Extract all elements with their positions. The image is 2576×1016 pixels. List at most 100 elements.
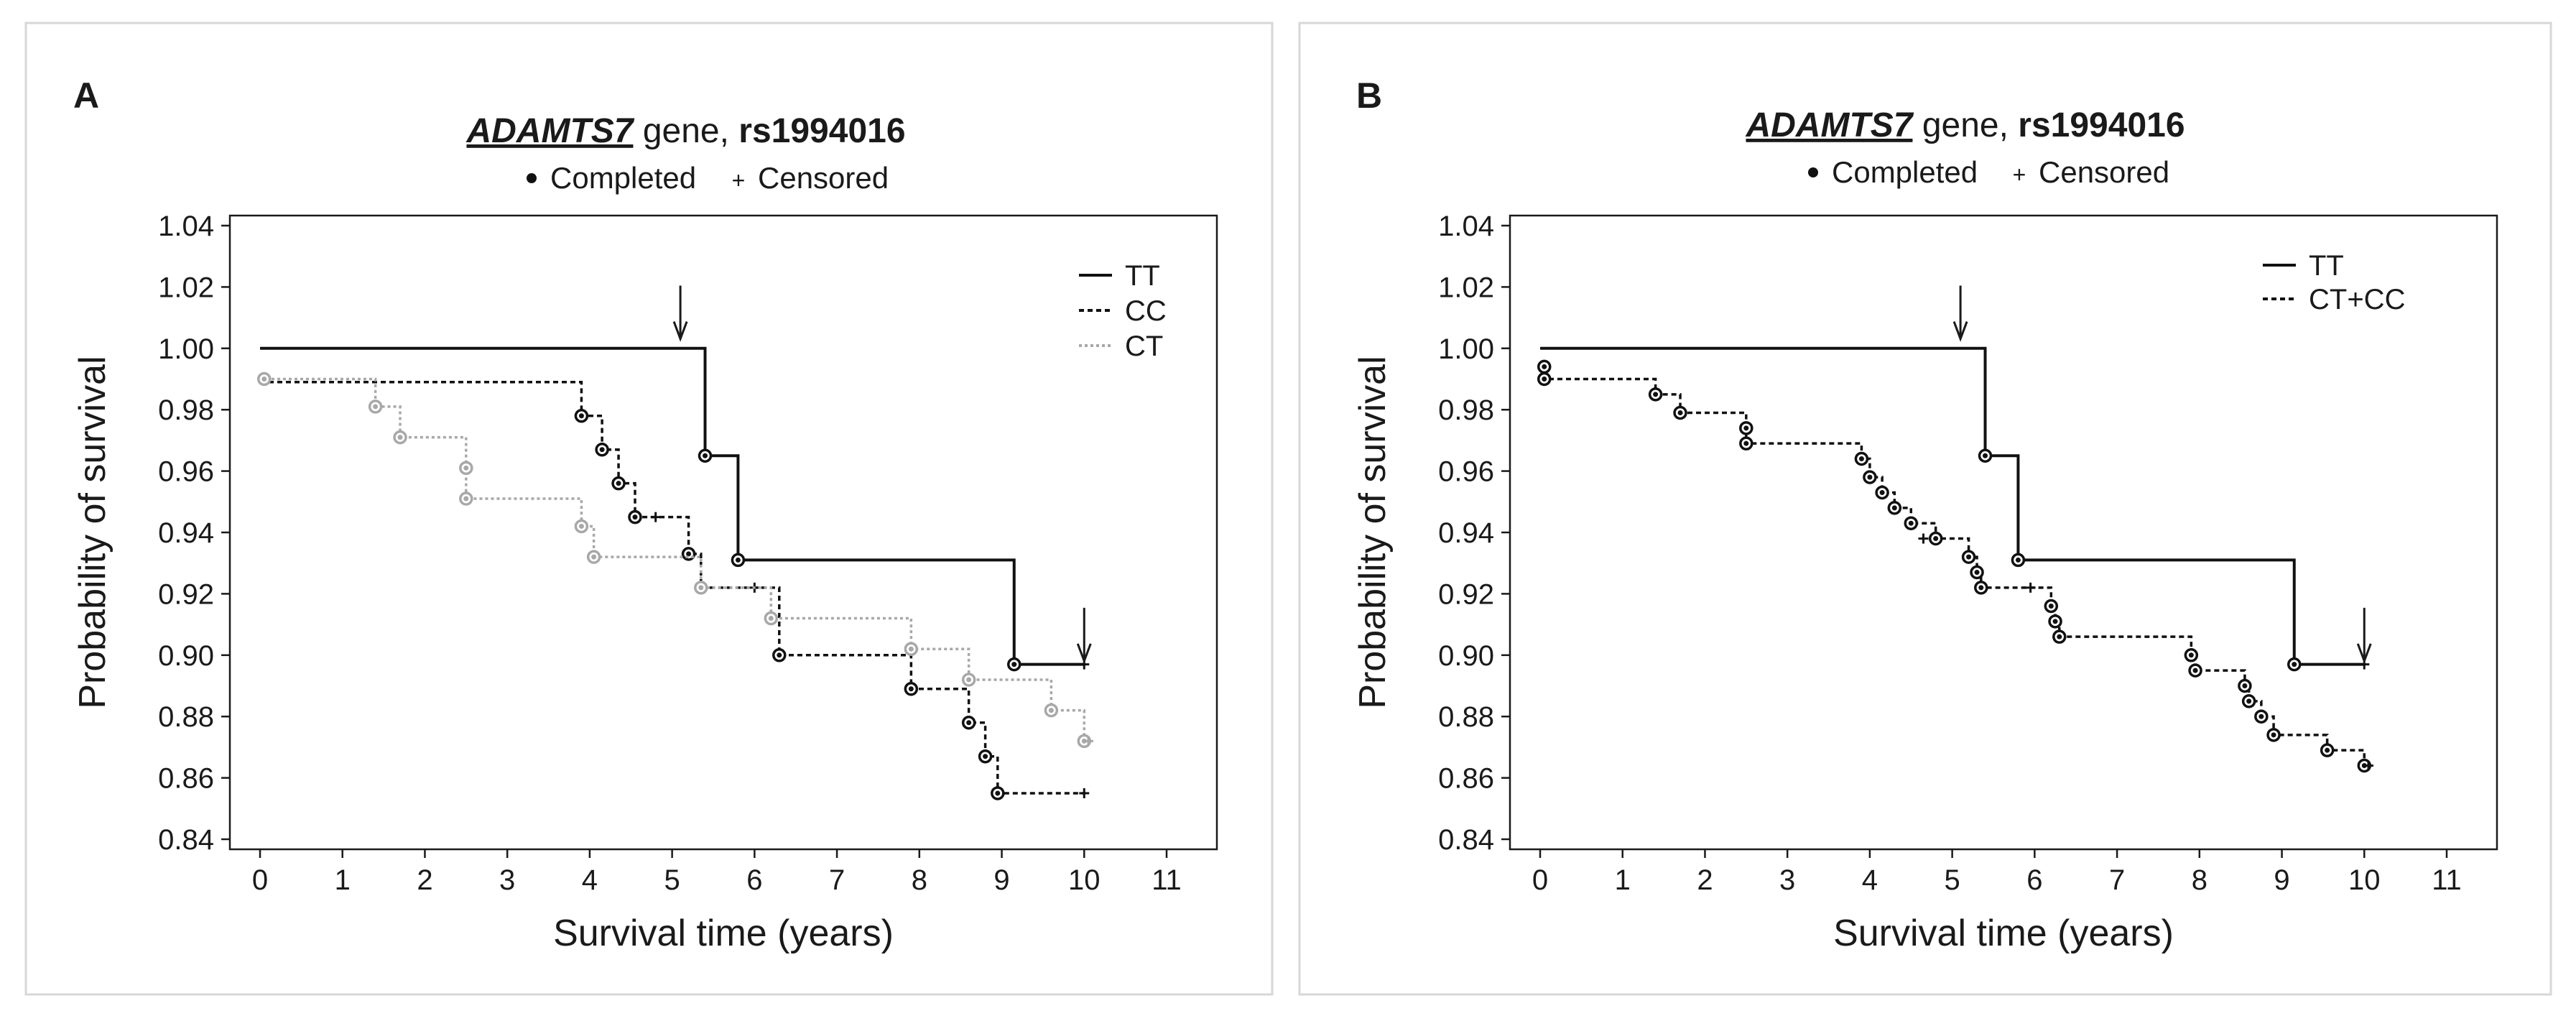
panel-a-legend-tt-label: TT xyxy=(1125,260,1160,292)
panel-b-censored-legend-label: Censored xyxy=(2039,155,2169,189)
y-tick-label: 1.02 xyxy=(1438,272,1494,303)
y-tick-label: 0.98 xyxy=(158,394,214,426)
x-tick-label: 0 xyxy=(252,864,268,896)
completed-marker-dot-cc xyxy=(599,447,605,453)
x-tick-label: 9 xyxy=(993,864,1009,896)
completed-marker-dot-ct xyxy=(768,616,774,622)
completed-marker-dot-ct-cc xyxy=(2246,698,2252,704)
completed-marker-dot-ct-cc xyxy=(1867,474,1873,480)
completed-marker-dot-ct-cc xyxy=(1891,505,1897,511)
arrow-annotation xyxy=(2356,607,2372,665)
panel-a-x-axis-label: Survival time (years) xyxy=(553,913,894,954)
completed-marker-dot-ct xyxy=(1048,708,1054,713)
completed-marker-dot-cc xyxy=(632,514,638,520)
panel-a-axes: 0 1 2 3 4 5 6 7 8 9 10 11 0.84 0.86 0.88 0.90 0.92 0.94 0.… xyxy=(158,211,1182,896)
x-tick-label: 4 xyxy=(582,864,598,896)
completed-marker-dot-ct-cc xyxy=(1653,392,1659,397)
completed-marker-dot-ct-cc xyxy=(1933,536,1939,542)
panel-a-title: ADAMTS7 gene, rs1994016 xyxy=(465,112,905,150)
completed-marker-dot-ct xyxy=(373,404,379,410)
y-tick-label: 0.88 xyxy=(158,701,214,733)
y-tick-label: 1.00 xyxy=(158,333,214,365)
panel-b: B ADAMTS7 gene, rs1994016 Completed + Ce… xyxy=(1298,22,2552,996)
completed-marker-dot-cc xyxy=(686,551,692,557)
completed-marker-dot-tt xyxy=(735,557,741,563)
panel-b-frame xyxy=(1298,22,2552,996)
completed-marker-dot-ct-cc xyxy=(1743,440,1749,446)
panel-a-marker-legend: Completed + Censored xyxy=(527,161,889,195)
panel-a-label: A xyxy=(73,75,99,116)
panel-b-marker-legend: Completed + Censored xyxy=(1808,155,2169,189)
completed-marker-dot-cc xyxy=(777,652,782,658)
completed-marker-dot-cc xyxy=(966,720,972,726)
y-tick-label: 0.92 xyxy=(158,578,214,610)
y-tick-label: 0.88 xyxy=(1438,701,1494,733)
panel-a-completed-legend-label: Completed xyxy=(550,161,696,195)
completed-marker-dot-ct-cc xyxy=(1542,364,1547,369)
y-tick-label: 0.98 xyxy=(1438,394,1494,426)
panel-a-legend-ct-label: CT xyxy=(1125,331,1163,362)
y-tick-label: 0.84 xyxy=(158,824,214,856)
panel-b-legend-ctcc-label: CT+CC xyxy=(2309,284,2405,315)
panel-b-legend: TT CT+CC xyxy=(2263,250,2405,315)
x-tick-label: 6 xyxy=(2026,864,2042,896)
y-tick-label: 0.86 xyxy=(1438,763,1494,795)
panel-b-title-mid: gene, xyxy=(1912,106,2018,144)
arrow-annotation xyxy=(1076,607,1092,665)
y-tick-label: 1.02 xyxy=(158,272,214,303)
x-tick-label: 7 xyxy=(829,864,845,896)
completed-marker-dot-ct-cc xyxy=(1879,489,1885,495)
y-tick-label: 0.96 xyxy=(1438,456,1494,488)
completed-marker-dot-ct xyxy=(966,677,972,683)
completed-marker-dot-cc xyxy=(578,413,584,419)
x-tick-label: 8 xyxy=(2192,864,2207,896)
completed-marker-dot-tt xyxy=(2015,557,2021,563)
panel-b-axes: 0 1 2 3 4 5 6 7 8 9 10 11 0.84 0.86 0.88 0.90 0.92 0.94 0.… xyxy=(1438,211,2462,896)
completed-marker-dot-cc xyxy=(983,754,988,759)
completed-marker-dot-ct-cc xyxy=(1542,377,1547,382)
completed-marker-dot-ct-cc xyxy=(1908,520,1914,526)
completed-marker-dot-ct xyxy=(591,554,597,560)
panel-b-legend-tt-label: TT xyxy=(2309,250,2344,282)
panel-a-plot-frame xyxy=(228,214,1218,851)
completed-marker-dot-ct-cc xyxy=(1677,410,1683,415)
series-line-ct xyxy=(260,377,1086,742)
panel-a-y-axis-label: Probability of survival xyxy=(72,356,113,708)
panel-a-title-snp: rs1994016 xyxy=(738,112,905,150)
x-tick-label: 2 xyxy=(1697,864,1713,896)
arrow-annotation xyxy=(1952,285,1968,342)
panel-a-plot xyxy=(256,285,1094,800)
x-tick-label: 10 xyxy=(2348,864,2381,896)
x-tick-label: 11 xyxy=(2432,864,2462,896)
series-line-ct-cc xyxy=(1540,377,2366,766)
y-tick-label: 0.94 xyxy=(1438,517,1494,549)
panel-b-title-snp: rs1994016 xyxy=(2018,106,2184,144)
completed-marker-dot-ct-cc xyxy=(2325,747,2330,753)
x-tick-label: 8 xyxy=(912,864,927,896)
series-line-cc xyxy=(260,381,1085,795)
completed-marker-dot-ct-cc xyxy=(2048,603,2054,609)
x-tick-label: 0 xyxy=(1532,864,1548,896)
x-tick-label: 9 xyxy=(2274,864,2289,896)
completed-marker-dot-ct xyxy=(908,646,914,652)
completed-marker-dot-ct-cc xyxy=(2052,619,2058,624)
y-tick-label: 0.86 xyxy=(158,763,214,795)
completed-marker-dot-cc xyxy=(908,686,914,692)
arrow-annotation xyxy=(672,285,688,342)
panel-a-completed-legend-marker xyxy=(527,173,537,183)
y-tick-label: 1.04 xyxy=(158,211,214,242)
completed-marker-dot-ct-cc xyxy=(2271,732,2276,738)
x-tick-label: 5 xyxy=(1945,864,1960,896)
completed-marker-dot-ct xyxy=(463,496,469,502)
y-tick-label: 1.00 xyxy=(1438,333,1494,365)
y-tick-label: 0.96 xyxy=(158,456,214,488)
y-tick-label: 0.90 xyxy=(158,640,214,672)
panel-b-title-gene: ADAMTS7 xyxy=(1745,106,1914,144)
completed-marker-dot-ct-cc xyxy=(2057,634,2062,639)
completed-marker-dot-ct xyxy=(698,585,704,591)
series-line-tt xyxy=(1540,346,2365,666)
y-tick-label: 0.90 xyxy=(1438,640,1494,672)
completed-marker-dot-ct-cc xyxy=(1858,456,1864,462)
completed-marker-dot-ct-cc xyxy=(2242,683,2248,688)
y-tick-label: 0.84 xyxy=(1438,824,1494,856)
